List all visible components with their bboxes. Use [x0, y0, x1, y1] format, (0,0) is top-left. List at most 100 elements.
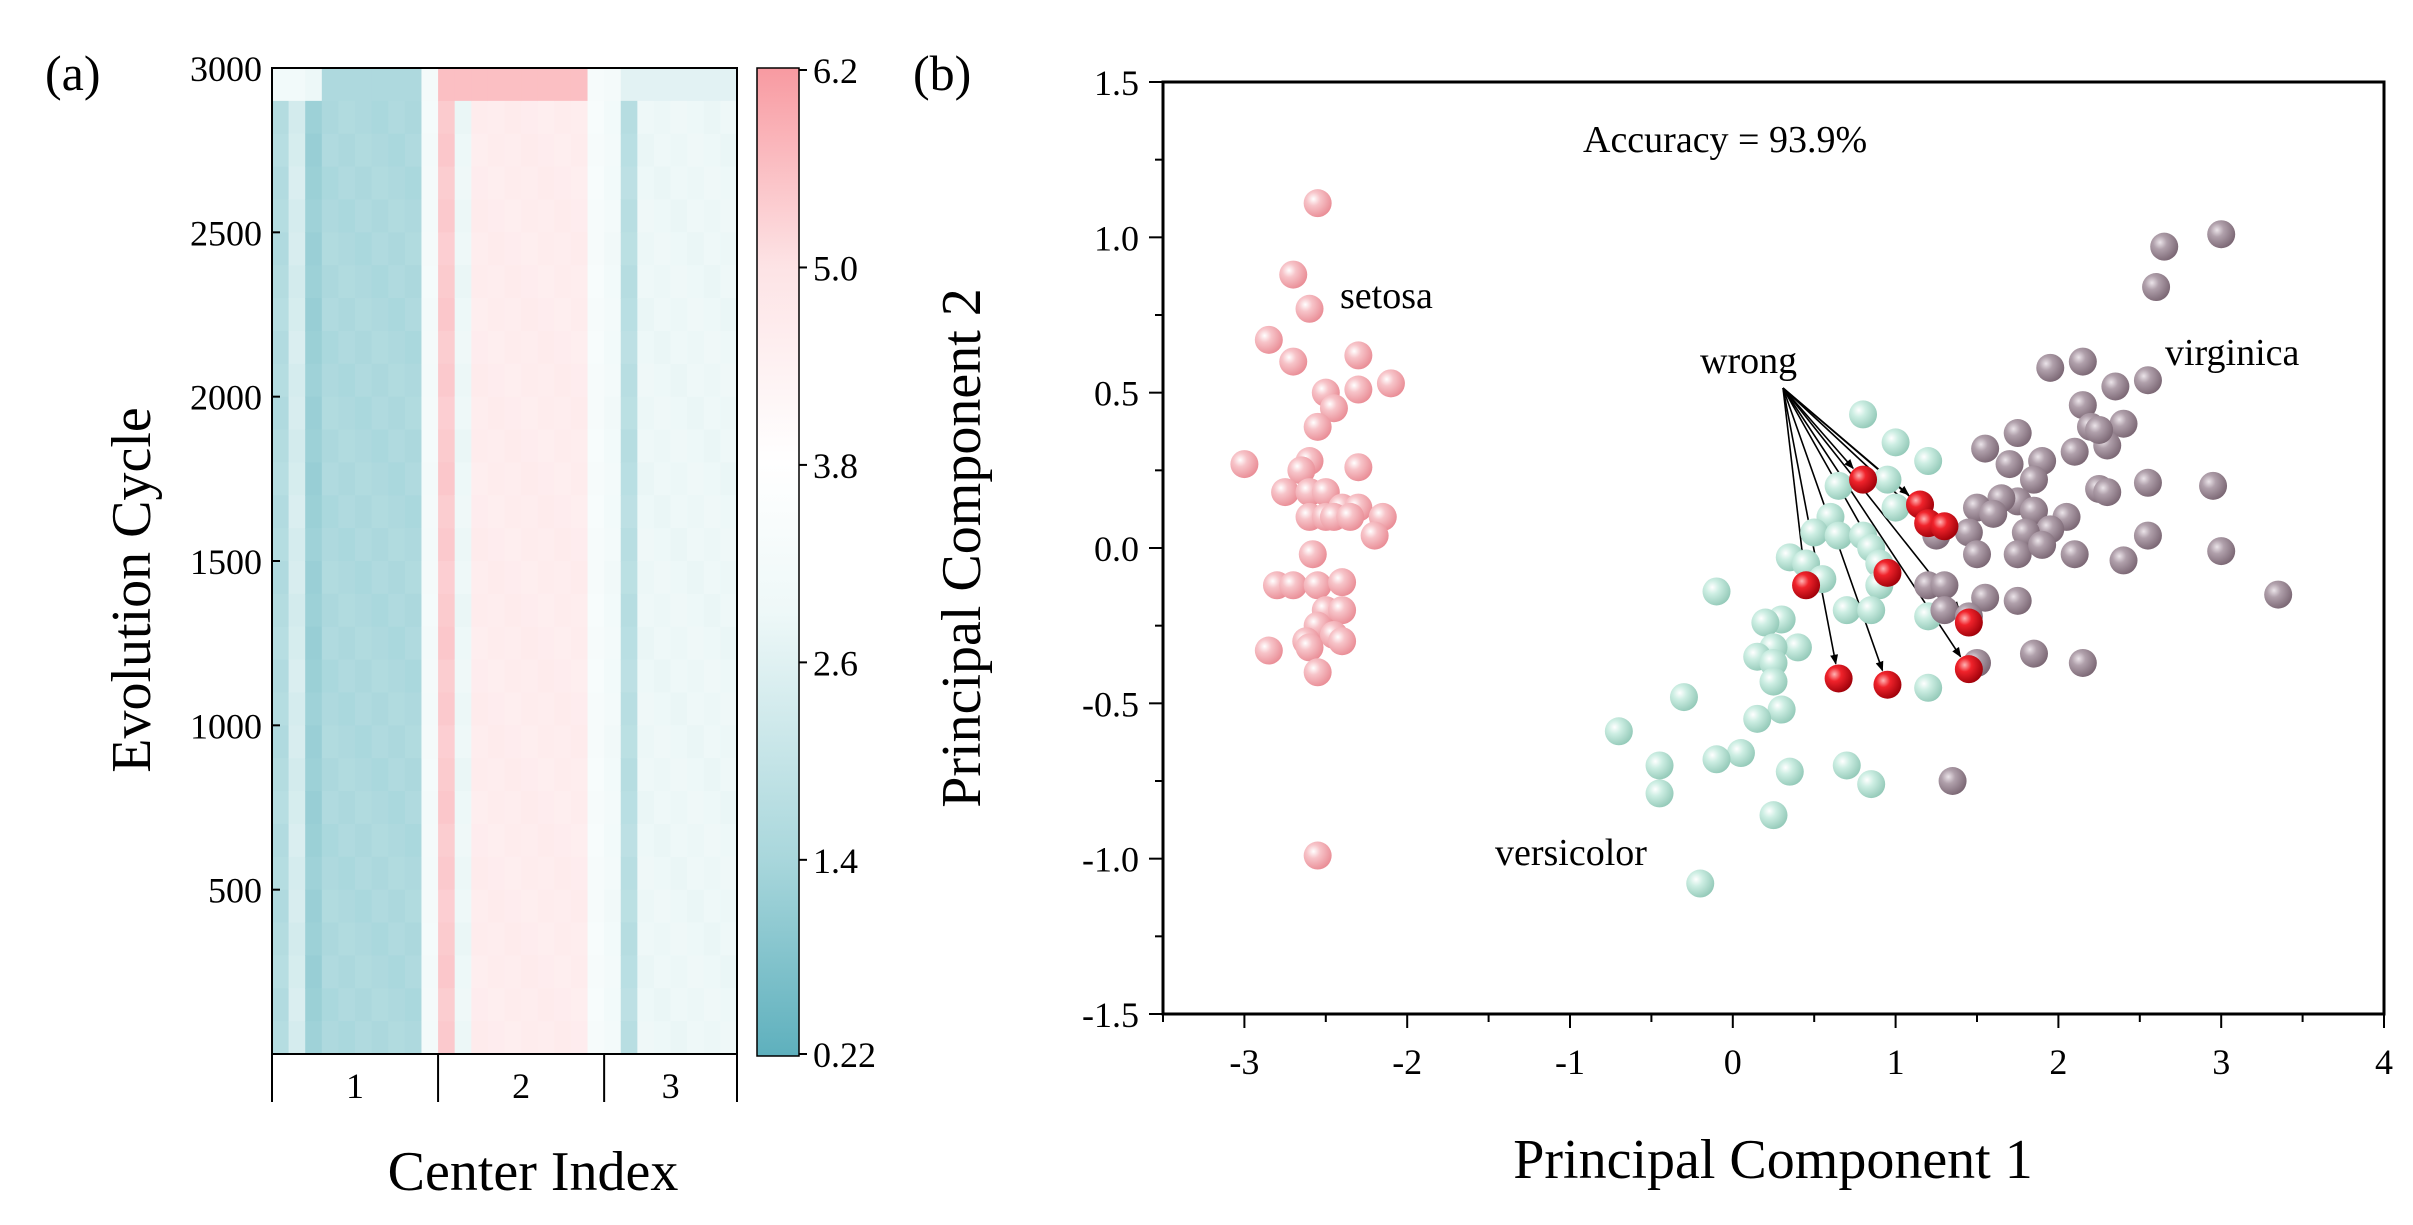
- heatmap-cell: [355, 528, 373, 562]
- heatmap-cell: [487, 626, 506, 661]
- heatmap-cell: [471, 166, 489, 201]
- heatmap-cell: [471, 988, 489, 1022]
- heatmap-cell: [471, 330, 489, 365]
- versicolor-point: [1832, 751, 1861, 780]
- virginica-point: [2068, 648, 2097, 677]
- heatmap-cell: [404, 363, 423, 398]
- heatmap-cell: [305, 758, 323, 792]
- heatmap-cell: [703, 758, 721, 792]
- heatmap-cell: [305, 363, 323, 398]
- heatmap-cell: [504, 659, 522, 694]
- heatmap-cell: [404, 955, 423, 989]
- heatmap-cell: [637, 68, 655, 102]
- heatmap-cell: [637, 988, 655, 1022]
- heatmap-cell: [305, 692, 323, 726]
- versicolor-point: [1783, 633, 1812, 662]
- heatmap-cell: [537, 133, 555, 168]
- versicolor-point: [1824, 521, 1853, 550]
- heatmap-cell: [720, 363, 738, 398]
- scatter-y-tick-label: 0.5: [1094, 374, 1139, 414]
- heatmap-cell: [305, 133, 323, 168]
- colorbar-tick-label: 1.4: [813, 841, 858, 881]
- heatmap-cell: [272, 363, 290, 398]
- heatmap-cell: [288, 922, 306, 956]
- heatmap-cell: [637, 955, 655, 989]
- heatmap-cell: [720, 232, 738, 266]
- heatmap-cell: [637, 363, 655, 398]
- heatmap-cell: [687, 68, 705, 102]
- heatmap-cell: [388, 133, 406, 168]
- heatmap-cell: [454, 495, 472, 529]
- heatmap-cell: [703, 988, 721, 1022]
- setosa-point: [1279, 347, 1308, 376]
- heatmap-cell: [338, 561, 356, 595]
- heatmap-cell: [371, 1021, 389, 1055]
- heatmap-cell: [670, 68, 688, 102]
- heatmap-cell: [687, 988, 705, 1022]
- heatmap-cell: [570, 988, 589, 1022]
- heatmap-cell: [421, 166, 439, 201]
- heatmap-cell: [620, 955, 638, 989]
- heatmap-cell: [338, 659, 356, 694]
- setosa-point: [1344, 453, 1373, 482]
- virginica-point: [1963, 540, 1991, 569]
- heatmap-cell: [371, 298, 389, 332]
- heatmap-y-tick-label: 3000: [190, 49, 262, 89]
- virginica-point: [1971, 583, 2000, 612]
- heatmap-y-axis-title: Evolution Cycle: [101, 407, 163, 773]
- scatter-y-tick-label: -1.5: [1082, 995, 1139, 1035]
- heatmap-cell: [587, 856, 605, 891]
- heatmap-cell: [272, 725, 290, 759]
- heatmap-cell: [471, 396, 489, 431]
- heatmap-cell: [305, 396, 323, 431]
- heatmap-cell: [487, 265, 506, 299]
- heatmap-cell: [687, 955, 705, 989]
- heatmap-cell: [620, 1021, 638, 1055]
- heatmap-cell: [604, 166, 622, 201]
- heatmap-cell: [438, 100, 456, 135]
- heatmap-cell: [504, 429, 522, 463]
- heatmap-cell: [604, 561, 622, 595]
- heatmap-cell: [504, 166, 522, 201]
- heatmap-cell: [355, 758, 373, 792]
- heatmap-cell: [554, 528, 572, 562]
- heatmap-cell: [371, 955, 389, 989]
- heatmap-cell: [620, 68, 638, 102]
- heatmap-cell: [670, 133, 688, 168]
- heatmap-y-tick-label: 1000: [190, 706, 262, 746]
- heatmap-cell: [321, 396, 340, 431]
- heatmap-cell: [604, 68, 622, 102]
- heatmap-cell: [338, 889, 356, 924]
- heatmap-cell: [504, 363, 522, 398]
- heatmap-cell: [487, 363, 506, 398]
- heatmap-cell: [321, 626, 340, 661]
- heatmap-cell: [604, 528, 622, 562]
- heatmap-cell: [720, 988, 738, 1022]
- versicolor-point: [1849, 400, 1878, 429]
- heatmap-cell: [272, 462, 290, 496]
- heatmap-cell: [653, 363, 672, 398]
- heatmap-cell: [305, 68, 323, 102]
- heatmap-cell: [720, 889, 738, 924]
- versicolor-point: [1645, 779, 1674, 808]
- heatmap-cell: [653, 133, 672, 168]
- heatmap-cell: [637, 823, 655, 858]
- heatmap-cell: [620, 922, 638, 956]
- heatmap-cell: [421, 955, 439, 989]
- heatmap-cell: [421, 495, 439, 529]
- heatmap-cell: [620, 166, 638, 201]
- heatmap-cell: [720, 199, 738, 233]
- wrong-arrow: [1782, 387, 1854, 470]
- heatmap-cell: [687, 692, 705, 726]
- heatmap-cell: [604, 758, 622, 792]
- heatmap-cell: [338, 626, 356, 661]
- heatmap-cell: [720, 462, 738, 496]
- heatmap-cell: [687, 791, 705, 825]
- heatmap-cell: [670, 922, 688, 956]
- heatmap-cell: [471, 823, 489, 858]
- heatmap-cell: [388, 593, 406, 628]
- heatmap-cell: [504, 758, 522, 792]
- heatmap-cell: [521, 955, 539, 989]
- heatmap-cell: [388, 758, 406, 792]
- heatmap-cell: [653, 692, 672, 726]
